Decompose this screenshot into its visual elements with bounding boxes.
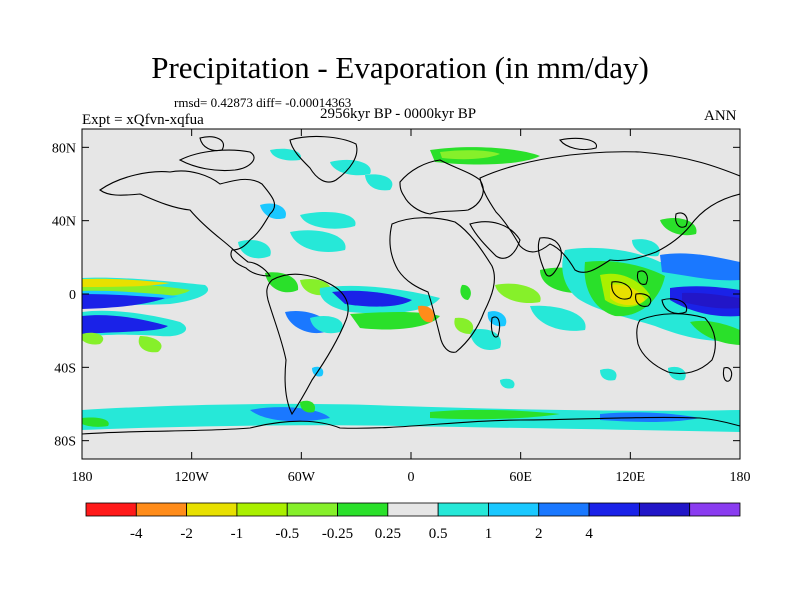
lon-tick-label: 0 (408, 470, 415, 485)
colorbar-box (236, 502, 288, 517)
colorbar-label: -2 (180, 526, 193, 542)
coastline (490, 316, 501, 338)
field-region (270, 148, 301, 161)
coastline (722, 367, 733, 382)
lon-tick-label: 120W (175, 470, 210, 485)
field-region (82, 417, 109, 427)
field-region (300, 400, 316, 413)
field-region (265, 272, 299, 293)
coastline (389, 217, 495, 353)
colorbar-label: -0.25 (322, 526, 353, 542)
field-region (660, 253, 740, 281)
field-region (350, 312, 440, 330)
map-title: Precipitation - Evaporation (in mm/day) (151, 50, 649, 85)
coastline (479, 151, 740, 273)
colorbar-label: 4 (585, 526, 593, 542)
colorbar-box (538, 502, 590, 517)
coastline (399, 159, 484, 215)
lon-tick-label: 180 (730, 470, 751, 485)
field-region (82, 315, 168, 334)
field-region (82, 332, 104, 345)
field-region (82, 403, 740, 432)
field-region (500, 378, 515, 389)
field-region (530, 305, 586, 331)
coastline (178, 149, 255, 172)
lat-tick-label: 40N (52, 215, 76, 230)
lat-tick-label: 80N (52, 141, 76, 156)
lat-tick-label: 80S (54, 435, 76, 450)
coastline (636, 270, 648, 285)
coastline (559, 137, 597, 151)
colorbar-box (689, 502, 741, 517)
field-region (690, 320, 740, 345)
lon-tick-label: 180 (72, 470, 93, 485)
field-region (138, 336, 162, 353)
colorbar: -4 -2 -1 -0.5 -0.25 0.25 0.5 1 2 4 (85, 502, 741, 542)
coastline (199, 136, 224, 152)
coastline (537, 237, 562, 277)
coastline (611, 281, 633, 300)
field-region (418, 305, 435, 323)
stats-line: rmsd= 0.42873 diff= -0.00014363 (174, 95, 352, 110)
colorbar-box (387, 502, 439, 517)
colorbar-box (85, 502, 137, 517)
colorbar-label: 1 (485, 526, 493, 542)
colorbar-label: -0.5 (275, 526, 299, 542)
colorbar-box (437, 502, 489, 517)
field-region (430, 409, 560, 420)
colorbar-label: 2 (535, 526, 543, 542)
lon-tick-label: 60W (288, 470, 316, 485)
coastline (99, 170, 276, 277)
lat-tick-label: 0 (69, 288, 76, 303)
colorbar-box (638, 502, 691, 517)
colorbar-box (588, 502, 640, 517)
field-region (365, 174, 393, 191)
colorbar-label: -1 (231, 526, 244, 542)
field-region (290, 230, 346, 252)
coastline (675, 212, 688, 228)
coastline (661, 298, 688, 315)
field-region (600, 368, 617, 381)
field-region (310, 315, 343, 334)
coastline (636, 313, 716, 375)
colorbar-box (135, 502, 188, 517)
map-axes: 80N 40N 0 40S 80S 180 120W 60W 0 60E 120E 180 (52, 129, 751, 485)
colorbar-label: 0.25 (375, 526, 401, 542)
field-region (487, 311, 507, 327)
colorbar-label: -4 (130, 526, 143, 542)
field-region (495, 283, 541, 304)
season-label: ANN (704, 108, 737, 124)
field-region (332, 290, 412, 307)
anomaly-field (82, 147, 740, 432)
coastline (289, 136, 358, 183)
colorbar-box (488, 502, 540, 517)
field-region (460, 284, 471, 300)
lat-tick-label: 40S (54, 361, 76, 376)
colorbar-box (286, 502, 338, 517)
coastline (82, 416, 740, 435)
lon-tick-label: 60E (509, 470, 532, 485)
field-region (632, 239, 660, 257)
field-region (82, 278, 170, 287)
field-region (330, 159, 371, 176)
coastline (635, 293, 652, 307)
coastline (469, 221, 521, 259)
coastline (266, 273, 349, 416)
field-region (454, 317, 474, 334)
period-label: 2956kyr BP - 0000kyr BP (320, 106, 477, 122)
colorbar-box (186, 502, 238, 517)
field-region (440, 150, 500, 160)
lon-tick-label: 120E (616, 470, 646, 485)
experiment-label: Expt = xQfvn-xqfua (82, 112, 204, 128)
field-region (682, 292, 740, 309)
field-region (82, 294, 165, 309)
coastlines (82, 136, 740, 435)
field-region (300, 212, 356, 229)
colorbar-label: 0.5 (429, 526, 448, 542)
colorbar-box (337, 502, 389, 517)
